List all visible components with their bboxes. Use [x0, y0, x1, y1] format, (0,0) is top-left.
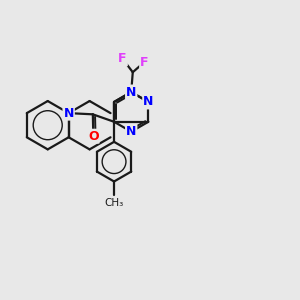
- Text: N: N: [126, 85, 136, 98]
- Text: CH₃: CH₃: [104, 198, 124, 208]
- Text: F: F: [118, 52, 127, 65]
- Text: N: N: [143, 95, 154, 108]
- Text: F: F: [140, 56, 148, 69]
- Text: N: N: [126, 125, 136, 138]
- Text: O: O: [88, 130, 99, 143]
- Text: N: N: [64, 106, 74, 120]
